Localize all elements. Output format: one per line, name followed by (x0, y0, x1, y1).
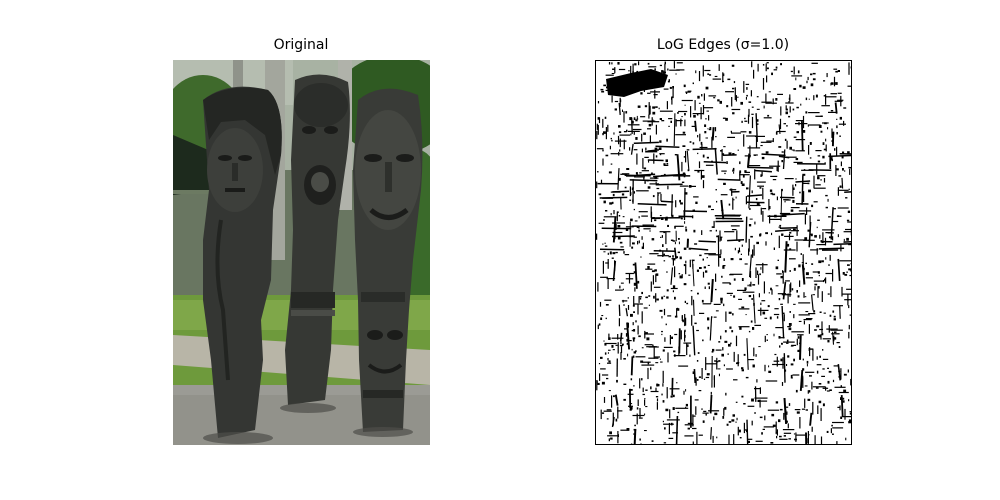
carved-statues-photo (173, 60, 430, 445)
original-image (173, 60, 430, 445)
original-panel-title: Original (273, 37, 329, 53)
edge-map (596, 61, 851, 444)
edges-panel-title: LoG Edges (σ=1.0) (656, 37, 790, 53)
log-edges-image (595, 60, 852, 445)
